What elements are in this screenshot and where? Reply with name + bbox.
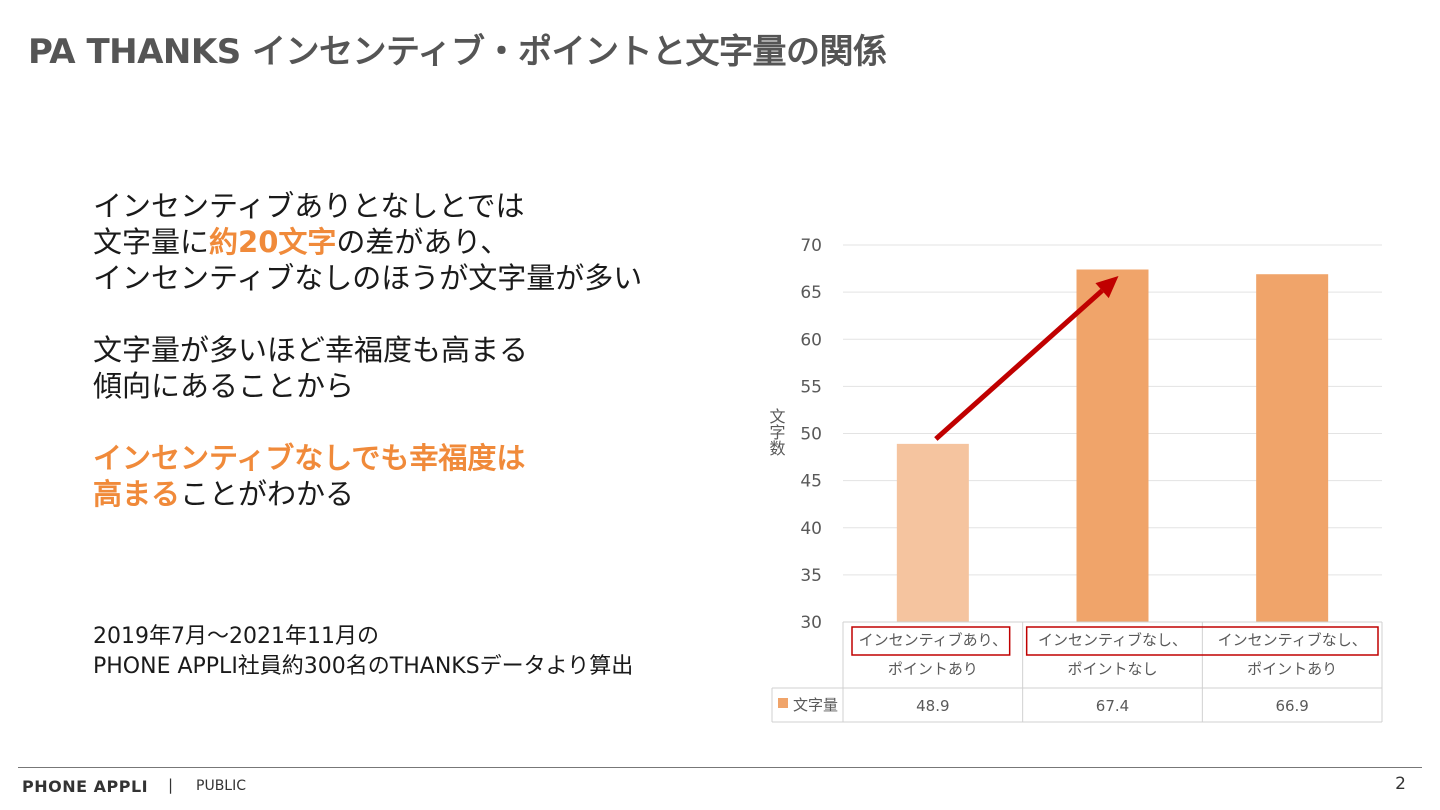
y-axis-label: 文字数: [767, 408, 786, 456]
classification-label: PUBLIC: [196, 778, 246, 794]
y-tick-label: 55: [800, 377, 822, 397]
text-span: 文字量に: [93, 225, 210, 259]
highlight-box: [851, 626, 1011, 656]
paragraph-conclusion: インセンティブなしでも幸福度は 高まることがわかる: [93, 440, 642, 512]
category-label: インセンティブあり、: [859, 631, 1008, 649]
bar-chart: 303540455055606570文字数インセンティブあり、ポイントあり48.…: [767, 236, 1383, 723]
text-line: 傾向にあることから: [93, 369, 355, 403]
source-line: PHONE APPLI社員約300名のTHANKSデータより算出: [93, 654, 634, 679]
category-label: ポイントあり: [888, 660, 978, 678]
y-tick-label: 45: [800, 472, 822, 492]
highlight-text: 高まる: [93, 477, 181, 511]
bar: [896, 443, 969, 622]
body-text: インセンティブありとなしとでは 文字量に約20文字の差があり、 インセンティブな…: [93, 188, 642, 548]
y-tick-label: 40: [800, 519, 822, 539]
text-line: 高まることがわかる: [93, 476, 642, 512]
category-label: ポイントあり: [1247, 660, 1337, 678]
data-value-label: 67.4: [1096, 697, 1129, 715]
legend-label: 文字量: [793, 696, 838, 714]
slide-title: PA THANKS インセンティブ・ポイントと文字量の関係: [28, 32, 887, 72]
footer-separator: |: [168, 776, 174, 794]
arrow-head: [1095, 276, 1119, 299]
category-label: インセンティブなし、: [1038, 631, 1187, 649]
text-line: 文字量に約20文字の差があり、: [93, 224, 642, 260]
brand-logo: PHONE APPLI: [22, 777, 149, 796]
y-tick-label: 60: [800, 330, 822, 350]
footer-divider: [18, 767, 1422, 768]
legend-swatch: [778, 698, 788, 708]
data-value-label: 66.9: [1275, 697, 1308, 715]
y-tick-label: 50: [800, 425, 822, 445]
bar: [1256, 274, 1329, 622]
source-line: 2019年7月～2021年11月の: [93, 624, 379, 649]
y-tick-label: 70: [800, 236, 822, 256]
text-span: ことがわかる: [180, 477, 355, 511]
highlight-text: インセンティブなしでも幸福度は: [93, 441, 526, 475]
trend-arrow: [934, 288, 1104, 441]
text-line: インセンティブなしのほうが文字量が多い: [93, 261, 643, 295]
text-span: の差があり、: [336, 225, 510, 259]
page-number: 2: [1395, 774, 1406, 794]
category-label: ポイントなし: [1067, 660, 1157, 678]
y-tick-label: 30: [800, 613, 822, 633]
paragraph-happiness: 文字量が多いほど幸福度も高まる 傾向にあることから: [93, 332, 642, 404]
category-label: インセンティブなし、: [1218, 631, 1367, 649]
y-tick-label: 65: [800, 283, 822, 303]
data-value-label: 48.9: [916, 697, 949, 715]
text-line: インセンティブありとなしとでは: [93, 189, 525, 223]
paragraph-difference: インセンティブありとなしとでは 文字量に約20文字の差があり、 インセンティブな…: [93, 188, 642, 296]
y-tick-label: 35: [800, 566, 822, 586]
bar: [1076, 269, 1149, 622]
text-line: 文字量が多いほど幸福度も高まる: [93, 333, 529, 367]
highlight-text: 約20文字: [209, 225, 337, 259]
source-note: 2019年7月～2021年11月の PHONE APPLI社員約300名のTHA…: [93, 622, 633, 682]
highlight-box: [1025, 626, 1379, 656]
